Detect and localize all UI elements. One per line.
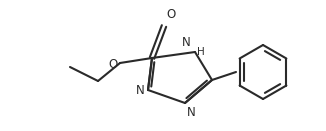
Text: O: O: [166, 8, 175, 21]
Text: H: H: [197, 47, 205, 57]
Text: N: N: [182, 36, 191, 49]
Text: O: O: [109, 58, 118, 70]
Text: N: N: [136, 83, 145, 97]
Text: N: N: [187, 106, 196, 119]
